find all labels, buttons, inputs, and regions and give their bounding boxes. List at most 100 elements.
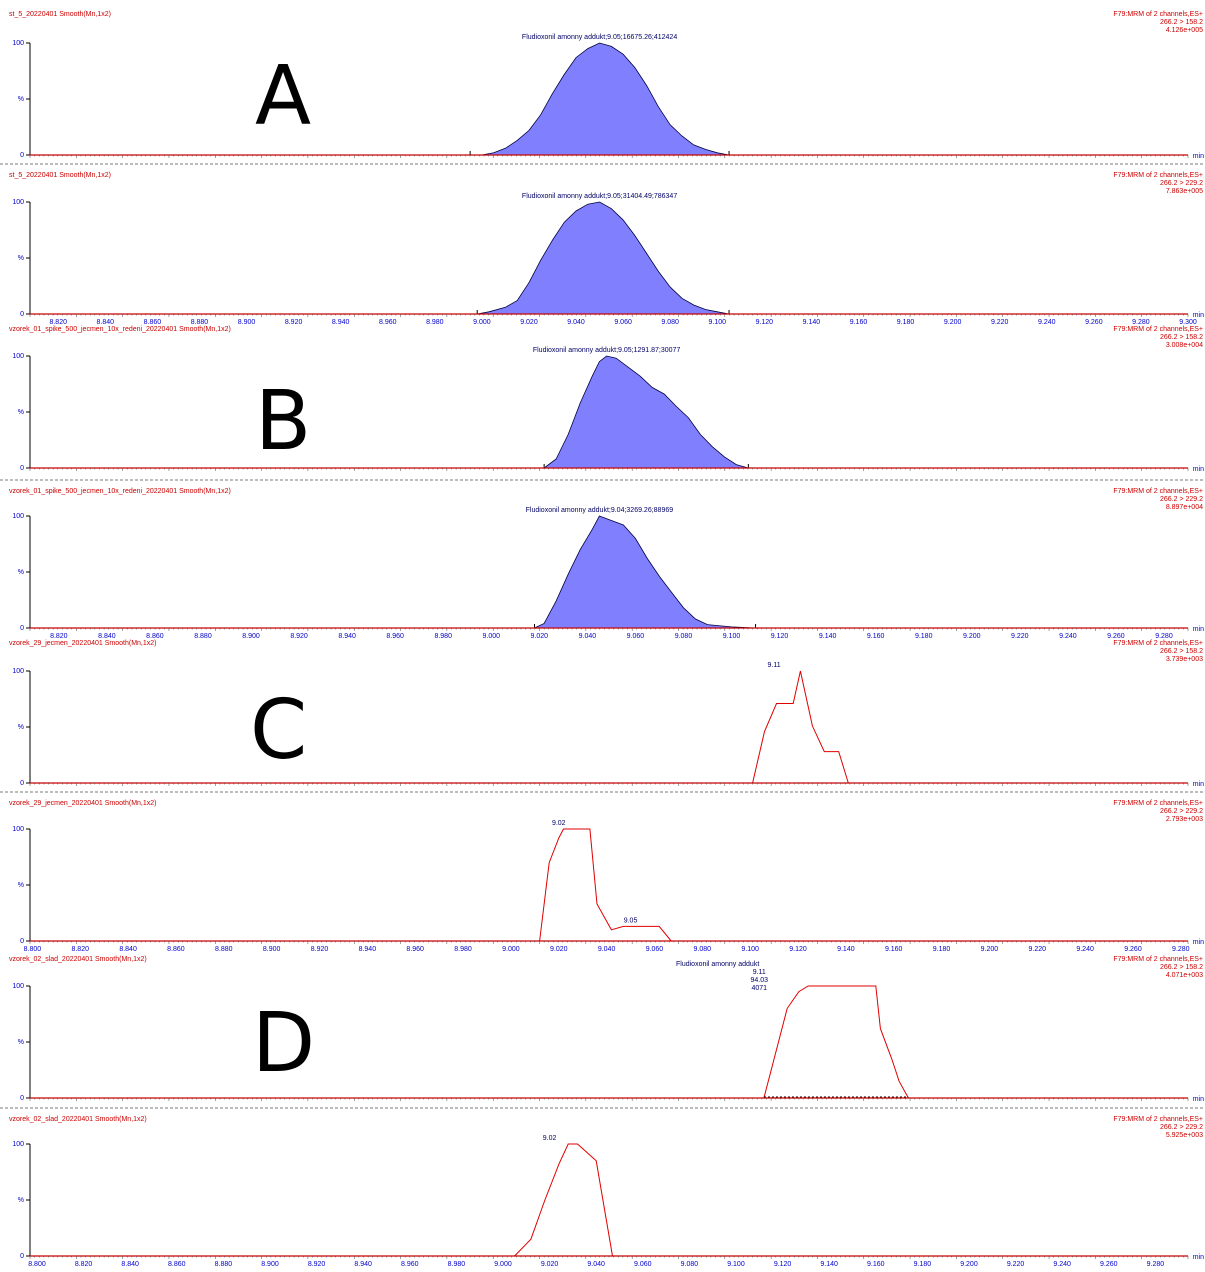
y-tick-label: 0 xyxy=(20,1095,24,1102)
x-tick-label: 8.980 xyxy=(426,319,444,326)
peak-label: Fludioxonil amonny addukt;9.05;31404.49;… xyxy=(522,193,677,200)
trace-line xyxy=(514,1143,613,1257)
x-tick-label: 9.180 xyxy=(897,319,915,326)
y-tick-label: 100 xyxy=(12,1141,24,1148)
channel-info: F79:MRM of 2 channels,ES+ xyxy=(1113,488,1203,495)
x-tick-label: 8.960 xyxy=(379,319,397,326)
x-tick-label: 8.940 xyxy=(359,946,377,953)
x-unit-label: min xyxy=(1193,466,1204,473)
sample-name: vzorek_01_spike_500_jecmen_10x_redeni_20… xyxy=(9,326,231,333)
peak-label: 94.03 xyxy=(751,977,769,984)
y-tick-label: 100 xyxy=(12,40,24,47)
x-tick-label: 9.020 xyxy=(550,946,568,953)
x-tick-label: 9.100 xyxy=(741,946,759,953)
y-tick-label: 0 xyxy=(20,311,24,318)
y-tick-label: % xyxy=(18,882,24,889)
peak-area xyxy=(542,355,749,469)
intensity-label: 2.793e+003 xyxy=(1166,816,1203,823)
x-unit-label: min xyxy=(1193,312,1204,319)
x-tick-label: 8.900 xyxy=(261,1261,279,1267)
y-tick-label: 0 xyxy=(20,465,24,472)
x-tick-label: 9.080 xyxy=(661,319,679,326)
x-tick-label: 9.280 xyxy=(1155,633,1173,640)
x-tick-label: 9.260 xyxy=(1107,633,1125,640)
x-tick-label: 9.140 xyxy=(837,946,855,953)
x-tick-label: 9.100 xyxy=(727,1261,745,1267)
peak-label: 4071 xyxy=(751,985,767,992)
x-unit-label: min xyxy=(1193,626,1204,633)
x-tick-label: 9.040 xyxy=(587,1261,605,1267)
x-tick-label: 9.140 xyxy=(819,633,837,640)
x-tick-label: 8.800 xyxy=(28,1261,46,1267)
x-tick-label: 9.160 xyxy=(885,946,903,953)
y-tick-label: 0 xyxy=(20,938,24,945)
channel-info: F79:MRM of 2 channels,ES+ xyxy=(1113,11,1203,18)
x-tick-label: 9.240 xyxy=(1038,319,1056,326)
sample-name: vzorek_02_slad_20220401 Smooth(Mn,1x2) xyxy=(9,956,147,963)
x-tick-label: 8.920 xyxy=(285,319,303,326)
peak-label: Fludioxonil amonny addukt;9.05;1291.87;3… xyxy=(533,347,681,354)
x-tick-label: 8.880 xyxy=(215,1261,233,1267)
x-tick-label: 8.920 xyxy=(290,633,308,640)
peak-area xyxy=(534,515,756,629)
x-tick-label: 8.960 xyxy=(386,633,404,640)
y-tick-label: % xyxy=(18,569,24,576)
y-tick-label: 0 xyxy=(20,1253,24,1260)
y-tick-label: % xyxy=(18,724,24,731)
y-tick-label: 100 xyxy=(12,513,24,520)
x-tick-label: 8.800 xyxy=(24,946,42,953)
x-tick-label: 8.980 xyxy=(448,1261,466,1267)
x-tick-label: 9.020 xyxy=(520,319,538,326)
y-tick-label: 0 xyxy=(20,152,24,159)
sample-name: vzorek_02_slad_20220401 Smooth(Mn,1x2) xyxy=(9,1116,147,1123)
sample-name: st_5_20220401 Smooth(Mn,1x2) xyxy=(9,11,111,18)
trace-line xyxy=(763,985,909,1099)
transition-label: 266.2 > 158.2 xyxy=(1160,964,1203,971)
peak-label: 9.02 xyxy=(543,1135,557,1142)
y-tick-label: 100 xyxy=(12,826,24,833)
transition-label: 266.2 > 229.2 xyxy=(1160,1124,1203,1131)
x-tick-label: 9.180 xyxy=(915,633,933,640)
x-tick-label: 9.000 xyxy=(483,633,501,640)
transition-label: 266.2 > 229.2 xyxy=(1160,496,1203,503)
x-tick-label: 9.000 xyxy=(502,946,520,953)
x-tick-label: 8.920 xyxy=(308,1261,326,1267)
x-tick-label: 9.040 xyxy=(567,319,585,326)
secondary-peak-label: 9.05 xyxy=(624,917,638,924)
group-letter-b: B xyxy=(255,374,312,469)
x-tick-label: 9.080 xyxy=(694,946,712,953)
x-tick-label: 8.860 xyxy=(168,1261,186,1267)
y-tick-label: % xyxy=(18,409,24,416)
x-tick-label: 9.280 xyxy=(1147,1261,1165,1267)
x-tick-label: 9.240 xyxy=(1059,633,1077,640)
x-tick-label: 8.840 xyxy=(97,319,115,326)
x-tick-label: 9.000 xyxy=(473,319,491,326)
y-tick-label: 0 xyxy=(20,780,24,787)
x-tick-label: 9.200 xyxy=(960,1261,978,1267)
transition-label: 266.2 > 158.2 xyxy=(1160,334,1203,341)
x-tick-label: 8.940 xyxy=(332,319,350,326)
x-tick-label: 9.140 xyxy=(803,319,821,326)
x-tick-label: 9.180 xyxy=(933,946,951,953)
x-tick-label: 9.120 xyxy=(789,946,807,953)
group-letter-c: C xyxy=(250,683,308,778)
x-tick-label: 9.040 xyxy=(598,946,616,953)
y-tick-label: % xyxy=(18,96,24,103)
group-letter-a: A xyxy=(255,49,312,144)
x-tick-label: 8.980 xyxy=(454,946,472,953)
x-tick-label: 9.120 xyxy=(774,1261,792,1267)
x-tick-label: 9.280 xyxy=(1132,319,1150,326)
y-tick-label: 100 xyxy=(12,983,24,990)
x-tick-label: 9.160 xyxy=(867,633,885,640)
x-tick-label: 9.140 xyxy=(820,1261,838,1267)
y-tick-label: 100 xyxy=(12,668,24,675)
x-tick-label: 9.080 xyxy=(675,633,693,640)
x-tick-label: 8.940 xyxy=(338,633,356,640)
peak-label: 9.02 xyxy=(552,820,566,827)
peak-label: 9.11 xyxy=(753,969,766,976)
x-tick-label: 8.940 xyxy=(354,1261,372,1267)
intensity-label: 4.126e+005 xyxy=(1166,27,1203,34)
x-tick-label: 8.880 xyxy=(215,946,233,953)
peak-label: Fludioxonil amonny addukt;9.04;3269.26;8… xyxy=(526,507,674,514)
y-tick-label: 0 xyxy=(20,625,24,632)
